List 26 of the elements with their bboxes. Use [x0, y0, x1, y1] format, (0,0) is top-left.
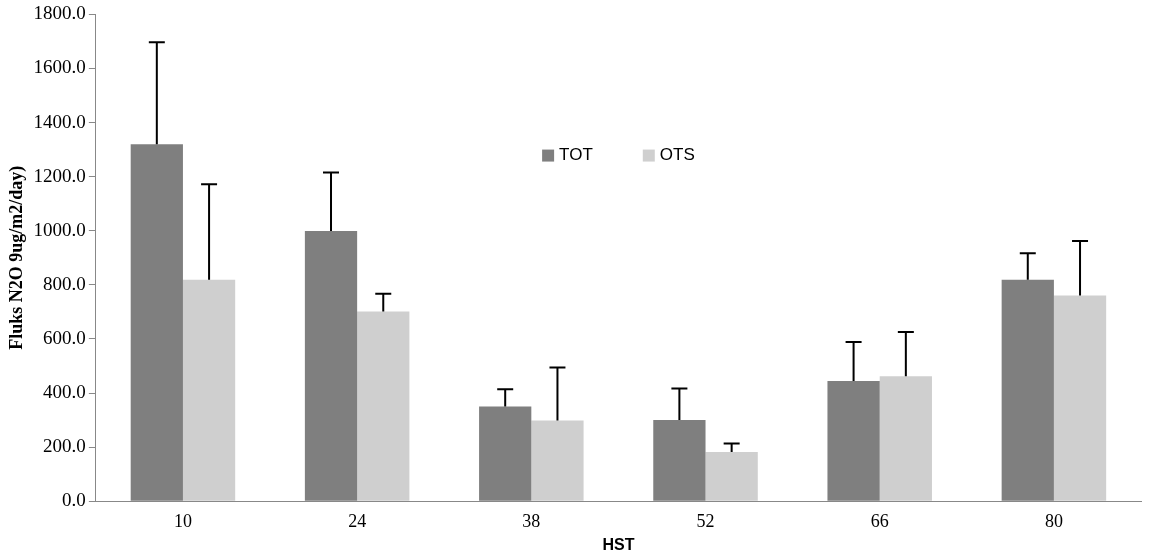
y-tick-label: 1800.0 [33, 2, 86, 24]
bar [182, 279, 236, 501]
x-tick-label: 38 [522, 510, 541, 531]
x-axis-title: HST [602, 535, 635, 553]
y-tick-label: 1200.0 [33, 164, 86, 186]
y-tick-label: 1600.0 [33, 56, 86, 78]
y-axis-title: Fluks N2O 9ug/m2/day) [6, 165, 28, 350]
bar [1053, 295, 1107, 501]
x-tick-label: 24 [348, 510, 367, 531]
x-tick-label: 66 [870, 510, 889, 531]
y-tick-label: 1400.0 [33, 110, 86, 132]
y-tick-label: 800.0 [43, 272, 86, 294]
x-tick-label: 52 [696, 510, 715, 531]
y-tick-label: 200.0 [43, 435, 86, 457]
y-tick-label: 400.0 [43, 381, 86, 403]
legend-label: TOT [559, 145, 593, 165]
y-tick-label: 1000.0 [33, 218, 86, 240]
y-tick-label: 600.0 [43, 326, 86, 348]
bar [705, 451, 758, 501]
x-tick-label: 80 [1044, 510, 1063, 531]
bar [357, 311, 410, 501]
bar [531, 420, 584, 501]
bar [879, 376, 932, 501]
x-tick-label: 10 [173, 510, 192, 531]
y-tick-label: 0.0 [62, 489, 86, 511]
legend-label: OTS [659, 145, 695, 165]
